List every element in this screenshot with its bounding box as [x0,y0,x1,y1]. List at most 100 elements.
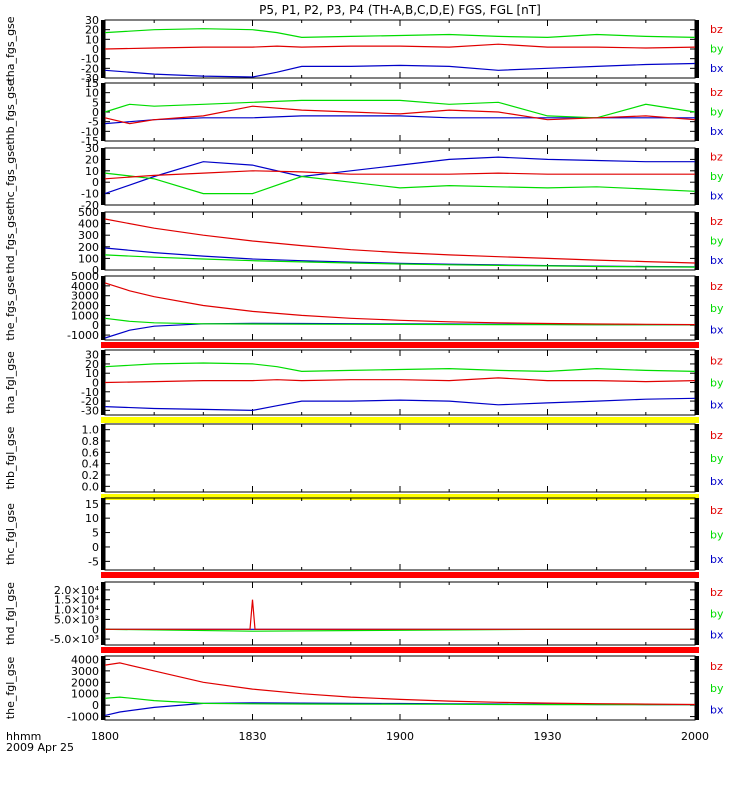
y-tick-label: 1.5×10⁴ [54,594,100,607]
panel-frame [104,82,696,142]
y-tick-label: 30 [85,14,99,27]
y-tick-label: 20 [85,153,99,166]
y-tick-label: -10 [81,53,99,66]
y-tick-label: 1000 [71,688,99,701]
panel-frame [104,655,696,721]
y-tick-label: 0.6 [82,446,100,459]
y-tick-label: 15 [85,498,99,511]
y-tick-label: 500 [78,206,99,219]
series-line-bz [104,43,696,50]
time-axis-label-hhmm: hhmm [6,730,41,743]
legend-entry-by: by [710,42,724,55]
status-bar-red [101,647,699,653]
y-tick-label: 4000 [71,280,99,293]
left-edge-strip [101,20,105,78]
right-edge-strip [695,212,699,270]
panel-legend: bz by bx [710,23,724,75]
y-tick-label: 20 [85,358,99,371]
x-tick-label: 1830 [239,730,267,743]
y-tick-label: -5 [88,555,99,568]
legend-entry-bz: bz [710,86,723,99]
panel-legend: bz by bx [710,354,724,411]
y-tick-label: -10 [81,386,99,399]
y-tick-label: -5 [88,116,99,129]
y-tick-label: 10 [85,512,99,525]
legend-entry-bx: bx [710,629,724,642]
y-tick-label: 2000 [71,676,99,689]
panel-frame [104,423,696,493]
y-tick-label: -1000 [67,711,99,724]
right-edge-strip [695,350,699,415]
right-edge-strip [695,20,699,78]
left-edge-strip [101,656,105,720]
y-tick-label: 3000 [71,665,99,678]
right-edge-strip [695,148,699,205]
left-edge-strip [101,212,105,270]
left-edge-strip [101,148,105,205]
y-tick-label: -20 [81,62,99,75]
legend-entry-by: by [710,302,724,315]
series-line-bz [104,377,696,384]
y-tick-label: 5000 [71,270,99,283]
y-tick-label: 0.0 [82,480,100,493]
y-tick-label: 200 [78,241,99,254]
legend-entry-by: by [710,376,724,389]
left-edge-strip [101,498,105,570]
y-tick-label: -30 [81,72,99,85]
y-tick-label: 0 [92,264,99,277]
y-axis-label: the_fgs_gse [4,275,17,340]
y-tick-label: 0 [92,176,99,189]
series-line-bx [104,156,695,195]
y-tick-label: -10 [81,188,99,201]
y-axis-label: thc_fgs_gse [4,144,17,209]
y-tick-label: 0 [92,699,99,712]
panel-legend: bz by bx [710,586,724,642]
y-tick-label: 100 [78,252,99,265]
legend-entry-bx: bx [710,553,724,566]
y-tick-label: -30 [81,404,99,417]
legend-entry-by: by [710,682,724,695]
legend-entry-bz: bz [710,23,723,36]
y-tick-label: 3000 [71,290,99,303]
y-tick-label: 10 [85,165,99,178]
y-tick-label: 0.4 [82,458,100,471]
y-tick-label: 0 [92,43,99,56]
y-axis-label: thd_fgl_gse [4,582,17,645]
panel-legend: bz by bx [710,215,724,267]
y-tick-label: 0 [92,623,99,636]
y-tick-label: 2.0×10⁴ [54,584,100,597]
y-tick-label: -20 [81,199,99,212]
panel-legend: bz by bx [710,429,724,488]
y-tick-label: -10 [81,125,99,138]
y-tick-label: 400 [78,218,99,231]
series-line-bz [104,170,695,180]
series-line-bx [104,62,696,78]
y-tick-label: 0 [92,106,99,119]
series-line-by [104,172,696,195]
left-edge-strip [101,424,105,492]
y-tick-label: 5 [92,96,99,109]
y-tick-label: 1000 [71,309,99,322]
y-tick-label: 0.8 [82,435,100,448]
series-line-bz [105,599,695,630]
legend-entry-bz: bz [710,215,723,228]
y-axis-label: thb_fgs_gse [4,79,17,145]
y-tick-label: 0.2 [82,469,100,482]
series-line-bz [104,218,696,264]
y-axis-label: the_fgl_gse [4,657,17,720]
y-tick-label: 15 [85,77,99,90]
status-bar-red [101,572,699,578]
left-edge-strip [101,276,105,340]
legend-entry-bz: bz [710,586,723,599]
legend-entry-by: by [710,234,724,247]
y-tick-label: 4000 [71,653,99,666]
series-line-by [104,254,696,268]
panel-frame [104,211,696,271]
